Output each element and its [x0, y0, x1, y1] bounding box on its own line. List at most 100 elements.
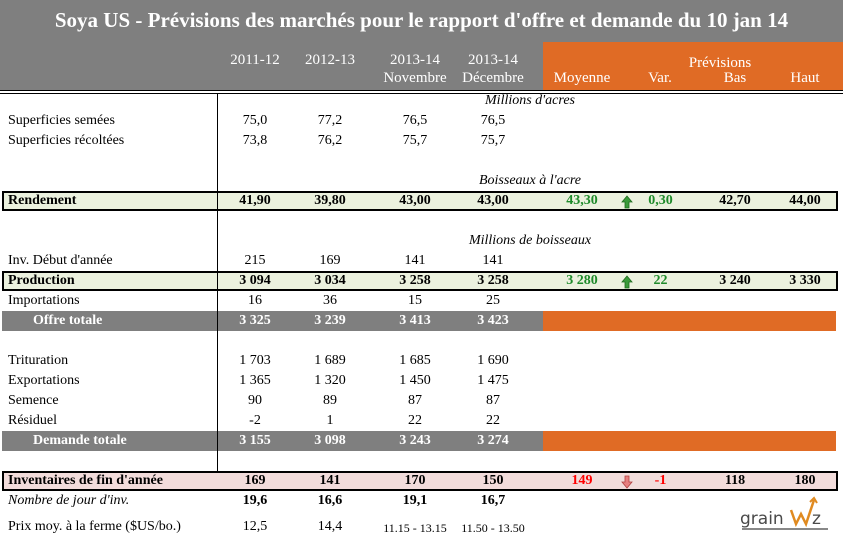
cell-value: 76,2	[317, 133, 343, 148]
cell-value: 19,6	[242, 493, 268, 508]
cell-value: 1	[326, 413, 334, 428]
cell-value: 141	[319, 473, 341, 488]
cell-value: 11.15 - 13.15	[383, 521, 447, 535]
table-row: Superficies récoltées 73,8 76,2 75,7 75,7	[0, 131, 843, 151]
table-row: Inv. Début d'année 215 169 141 141	[0, 251, 843, 271]
cell-value: 1 320	[314, 373, 346, 388]
cell-value: 76,5	[480, 113, 506, 128]
cell-value: 16,7	[480, 493, 506, 508]
table-row: Importations 16 36 15 25	[0, 291, 843, 311]
total-forecast-bar	[543, 311, 836, 331]
cell-value: 3 243	[399, 433, 431, 448]
cell-value: -2	[249, 413, 261, 428]
cell-value: 90	[248, 393, 262, 408]
spacer-row	[0, 151, 843, 171]
col-header-haut: Haut	[790, 70, 820, 86]
cell-value: 77,2	[317, 113, 343, 128]
header-divider	[0, 90, 843, 94]
svg-text:grain: grain	[740, 509, 784, 529]
cell-value: 41,90	[239, 193, 271, 208]
cell-value: 215	[244, 253, 266, 268]
forecast-haut: 44,00	[789, 193, 821, 208]
row-label: Prix moy. à la ferme ($US/bo.)	[8, 519, 181, 534]
row-label: Exportations	[8, 373, 80, 388]
unit-label: Millions de boisseaux	[468, 233, 592, 248]
cell-value: 36	[323, 293, 337, 308]
total-bar	[2, 431, 543, 451]
cell-value: 15	[408, 293, 422, 308]
total-bar	[2, 311, 543, 331]
cell-value: 1 690	[477, 353, 509, 368]
forecast-haut: 180	[794, 473, 816, 488]
row-label: Trituration	[8, 353, 69, 368]
cell-value: 16	[248, 293, 262, 308]
cell-value: 73,8	[242, 133, 268, 148]
row-label: Nombre de jour d'inv.	[8, 493, 130, 508]
table-row: Prix moy. à la ferme ($US/bo.) 12,5 14,4 11…	[0, 517, 843, 543]
forecast-var: -1	[654, 473, 667, 488]
forecast-bas: 3 240	[719, 273, 751, 288]
cell-value: 3 423	[477, 313, 509, 328]
row-label: Résiduel	[8, 413, 57, 428]
cell-value: 75,7	[480, 133, 506, 148]
cell-value: 150	[482, 473, 504, 488]
cell-value: 1 475	[477, 373, 509, 388]
table-row: Boisseaux à l'acre	[0, 171, 843, 191]
cell-value: 75,0	[242, 113, 268, 128]
cell-value: 3 098	[314, 433, 346, 448]
cell-value: 1 703	[239, 353, 271, 368]
row-label: Production	[8, 273, 75, 288]
cell-value: 39,80	[314, 193, 346, 208]
cell-value: 75,7	[402, 133, 428, 148]
cell-value: 3 413	[399, 313, 431, 328]
table-row: Demande totale 3 155 3 098 3 243 3 274	[0, 431, 843, 451]
col-header-2013-14-dec: 2013-14	[468, 52, 518, 68]
row-label: Inv. Début d'année	[8, 253, 113, 268]
table-row: Rendement 41,90 39,80 43,00 43,00 43,30 0,30 42…	[0, 191, 843, 211]
cell-value: 11.50 - 13.50	[461, 521, 525, 535]
grainwiz-logo: grain z	[740, 494, 830, 534]
cell-value: 170	[404, 473, 426, 488]
spacer-row	[0, 211, 843, 231]
table-row: Semence 90 89 87 87	[0, 391, 843, 411]
cell-value: 169	[319, 253, 341, 268]
cell-value: 3 258	[477, 273, 509, 288]
arrow-up-icon	[621, 195, 633, 209]
cell-value: 43,00	[477, 193, 509, 208]
col-header-2012-13: 2012-13	[305, 52, 355, 68]
cell-value: 25	[486, 293, 500, 308]
col-header-decembre: Décembre	[462, 70, 524, 86]
arrow-up-icon	[621, 275, 633, 289]
forecast-moyenne: 3 280	[566, 273, 598, 288]
table-row: Inventaires de fin d'année 169 141 170 150 14…	[0, 471, 843, 491]
row-label: Importations	[8, 293, 80, 308]
cell-value: 3 034	[314, 273, 346, 288]
table-row: Millions de boisseaux	[0, 231, 843, 251]
table-row: Nombre de jour d'inv. 19,6 16,6 19,1 16,7	[0, 491, 843, 511]
table-row: Exportations 1 365 1 320 1 450 1 475	[0, 371, 843, 391]
col-header-novembre: Novembre	[383, 70, 447, 86]
cell-value: 1 685	[399, 353, 431, 368]
forecast-header-band	[543, 42, 843, 90]
forecast-var: 22	[653, 273, 668, 288]
row-label: Superficies semées	[8, 113, 115, 128]
cell-value: 19,1	[402, 493, 428, 508]
forecast-moyenne: 43,30	[566, 193, 598, 208]
row-label: Offre totale	[33, 313, 103, 328]
forecast-haut: 3 330	[789, 273, 821, 288]
unit-label: Millions d'acres	[485, 93, 575, 108]
table-row: Superficies semées 75,0 77,2 76,5 76,5	[0, 111, 843, 131]
row-label: Semence	[8, 393, 59, 408]
cell-value: 1 365	[239, 373, 271, 388]
row-label: Rendement	[8, 193, 77, 208]
unit-label: Boisseaux à l'acre	[478, 173, 581, 188]
cell-value: 12,5	[242, 519, 268, 534]
row-label: Superficies récoltées	[8, 133, 125, 148]
cell-value: 3 325	[239, 313, 271, 328]
arrow-down-icon	[621, 475, 633, 489]
cell-value: 89	[323, 393, 337, 408]
title-band	[0, 0, 843, 42]
spacer-row	[0, 451, 843, 471]
col-header-moyenne: Moyenne	[553, 70, 611, 86]
svg-text:z: z	[812, 509, 821, 529]
